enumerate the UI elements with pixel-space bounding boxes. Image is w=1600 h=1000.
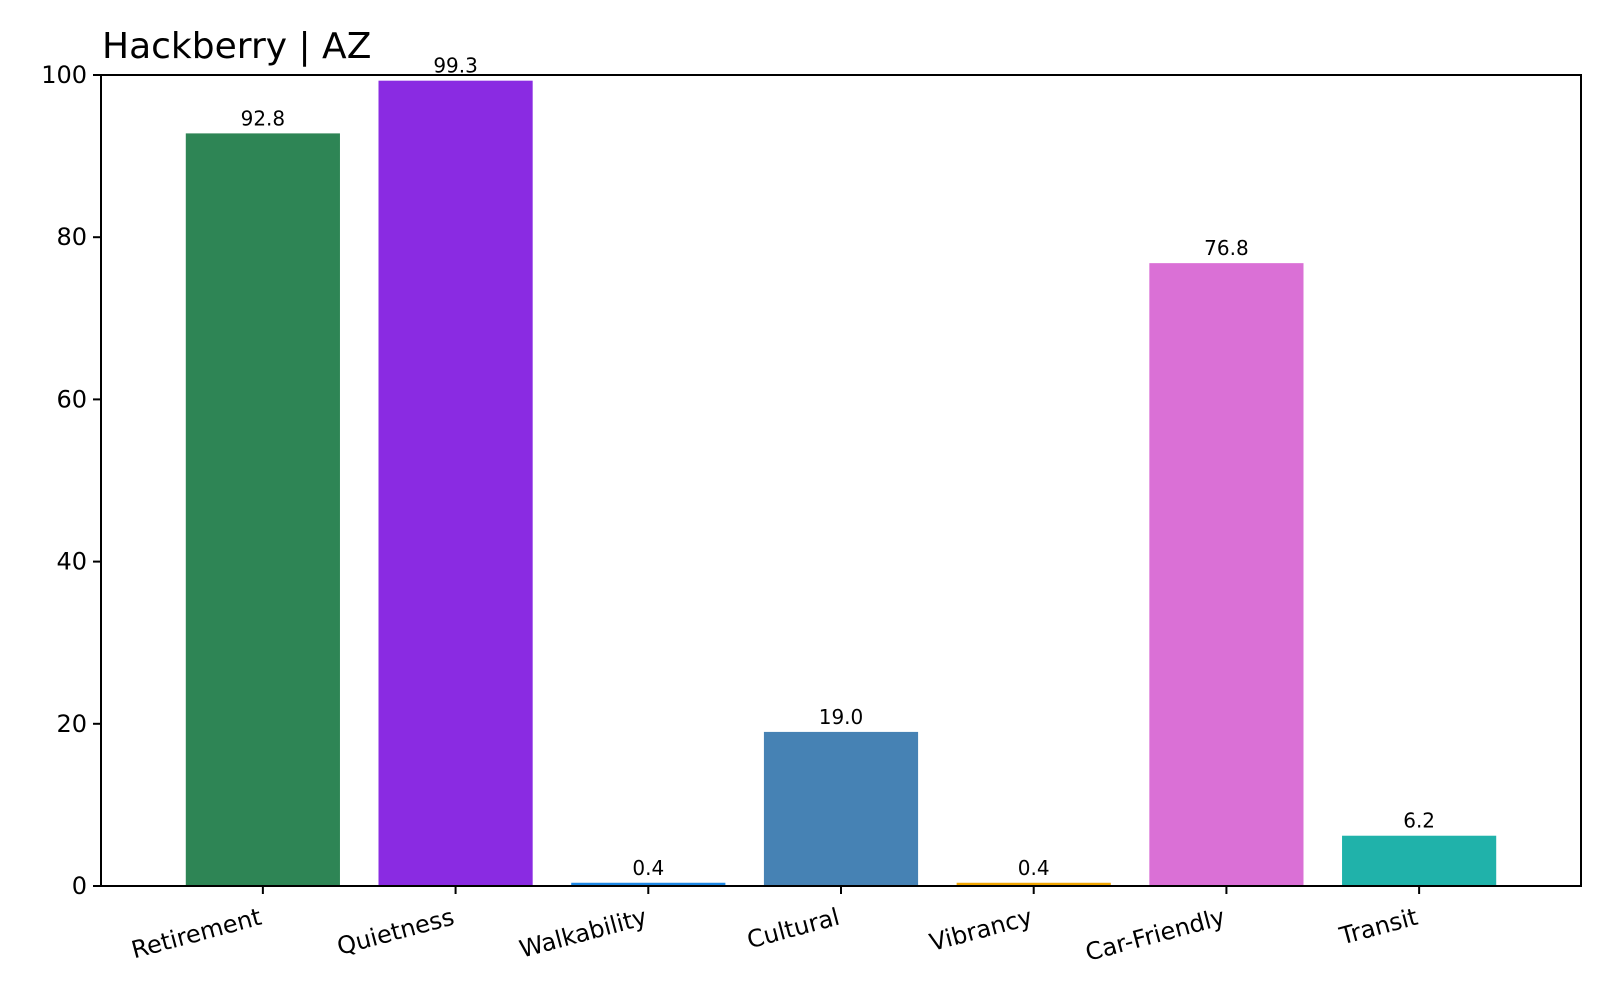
- y-tick-label: 40: [56, 548, 87, 576]
- bar-quietness: [378, 80, 533, 887]
- data-label: 6.2: [1403, 809, 1435, 833]
- data-label: 76.8: [1204, 236, 1249, 260]
- x-tick-label: Quietness: [334, 903, 457, 961]
- bar-transit: [1342, 835, 1497, 886]
- y-tick-label: 20: [56, 710, 87, 738]
- bar-vibrancy: [956, 882, 1111, 886]
- data-label: 0.4: [632, 856, 664, 880]
- plot-frame: [100, 74, 1582, 887]
- x-tick-label: Transit: [1336, 903, 1421, 951]
- chart-title: Hackberry | AZ: [102, 26, 371, 67]
- bar-retirement: [185, 133, 340, 886]
- data-label: 92.8: [241, 106, 286, 130]
- data-label: 19.0: [819, 705, 864, 729]
- x-tick-label: Car-Friendly: [1082, 903, 1228, 967]
- bar-walkability: [571, 882, 726, 886]
- y-axis: 0 20 40 60 80 100: [41, 61, 101, 900]
- y-tick-label: 0: [72, 872, 87, 900]
- bar-cultural: [763, 731, 919, 886]
- x-tick-label: Vibrancy: [927, 903, 1036, 957]
- bar-car-friendly: [1149, 263, 1304, 886]
- y-tick-label: 100: [41, 61, 87, 89]
- x-axis: Retirement Quietness Walkability Cultural Vi…: [128, 886, 1421, 967]
- y-tick-label: 60: [56, 385, 87, 413]
- y-tick-label: 80: [56, 223, 87, 251]
- x-tick-label: Walkability: [516, 903, 649, 964]
- data-label: 0.4: [1018, 856, 1050, 880]
- x-tick-label: Cultural: [744, 903, 843, 955]
- x-tick-label: Retirement: [128, 903, 264, 965]
- data-labels-group: 92.8 99.3 0.4 19.0 0.4 76.8 6.2: [241, 54, 1435, 880]
- data-label: 99.3: [433, 54, 478, 78]
- bars-group: [185, 80, 1497, 887]
